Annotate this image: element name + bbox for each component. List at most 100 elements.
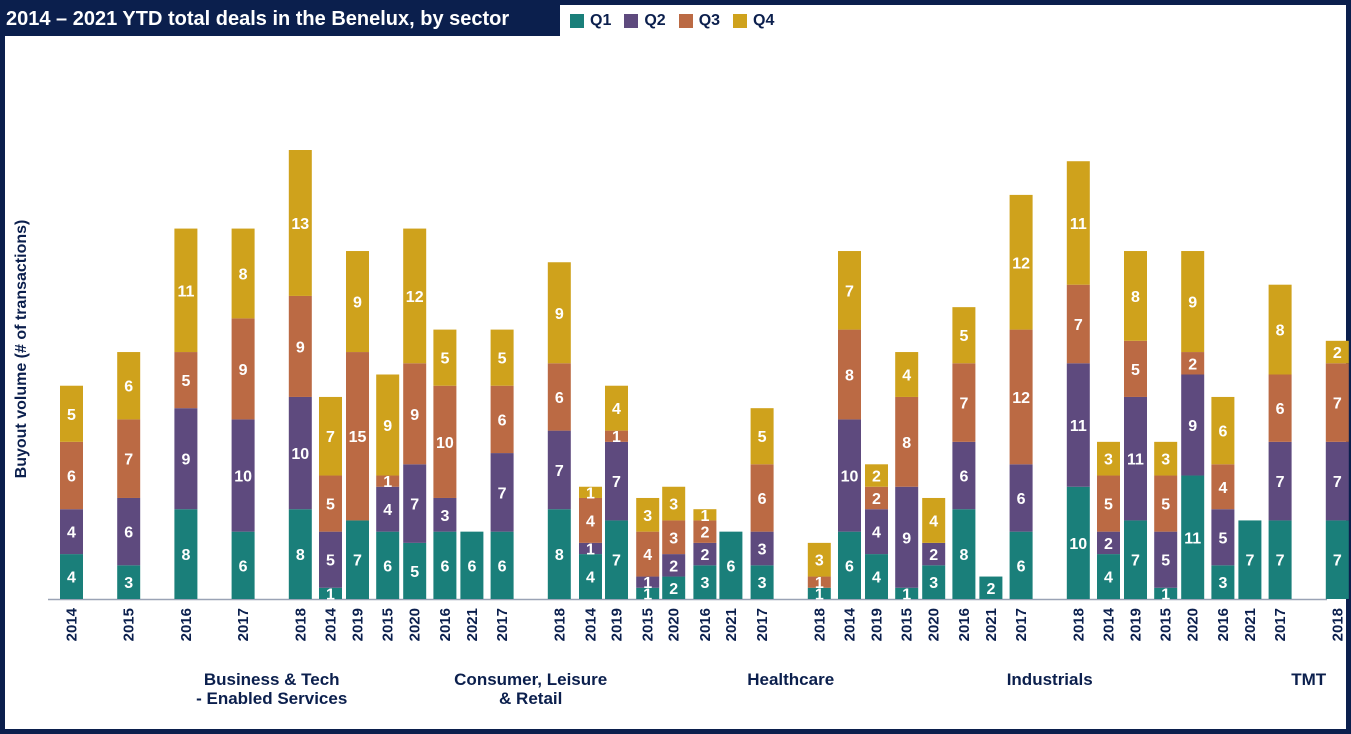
bar-value-label: 1 (586, 485, 595, 502)
bar-value-label: 4 (67, 525, 76, 542)
bar-segment-q1 (288, 509, 312, 599)
bar-value-label: 3 (929, 575, 938, 592)
bar-segment-q3 (231, 318, 255, 420)
bar-value-label: 3 (1161, 452, 1170, 469)
bar-value-label: 1 (383, 474, 392, 491)
bar-value-label: 2 (700, 525, 709, 542)
bar-segment-q4 (288, 150, 312, 296)
legend-item-q3: Q3 (678, 12, 720, 30)
bar-segment-q1 (231, 531, 255, 599)
bar-value-label: 5 (410, 564, 419, 581)
bar-value-label: 1 (612, 429, 621, 446)
bar-value-label: 10 (234, 469, 252, 486)
legend: Q1 Q2 Q3 Q4 (570, 10, 787, 32)
bar-segment-q1 (1211, 565, 1235, 599)
bar-value-label: 1 (902, 586, 911, 603)
bar-segment-q1 (1181, 475, 1205, 599)
bar-value-label: 6 (124, 379, 133, 396)
bar-value-label: 7 (612, 553, 621, 570)
bar-segment-q4 (403, 228, 427, 364)
bar-segment-q3 (1066, 284, 1090, 364)
bar-segment-q1 (1238, 520, 1262, 599)
bar-segment-q2 (952, 441, 976, 510)
legend-swatch-q1 (570, 14, 584, 28)
bar-value-label: 5 (1161, 553, 1170, 570)
bar-segment-q2 (838, 419, 861, 532)
bar-value-label: 9 (181, 452, 190, 469)
bar-segment-q2 (174, 408, 198, 510)
bar-segment-q4 (605, 385, 628, 431)
year-tick-label: 2014 (64, 607, 81, 641)
bar-segment-q2 (1097, 531, 1120, 555)
bar-segment-q3 (433, 385, 457, 498)
bar-value-label: 7 (555, 463, 564, 480)
bar-segment-q2 (605, 441, 628, 521)
year-tick-label: 2020 (407, 608, 424, 641)
bar-segment-q3 (1154, 475, 1178, 532)
year-tick-label: 2018 (811, 608, 828, 641)
bar-value-label: 2 (669, 558, 678, 575)
bar-segment-q1 (1154, 587, 1178, 599)
bar-value-label: 5 (326, 497, 335, 514)
bar-segment-q4 (1181, 251, 1205, 353)
bar-segment-q3 (636, 531, 660, 577)
bar-segment-q4 (433, 329, 457, 386)
bar-value-label: 1 (1161, 586, 1170, 603)
bar-segment-q1 (547, 509, 571, 599)
bar-segment-q2 (490, 453, 514, 532)
bar-segment-q2 (1009, 464, 1033, 532)
bar-value-label: 5 (440, 351, 449, 368)
bar-segment-q2 (288, 396, 312, 510)
bar-value-label: 6 (845, 558, 854, 575)
bar-segment-q1 (60, 554, 83, 599)
bar-segment-q1 (838, 531, 861, 599)
legend-swatch-q3 (678, 14, 693, 28)
bar-value-label: 3 (669, 497, 678, 514)
bar-segment-q1 (605, 520, 628, 599)
year-tick-label: 2021 (983, 608, 1000, 641)
bar-value-label: 8 (902, 435, 911, 452)
bar-value-label: 8 (181, 547, 190, 564)
legend-item-q4: Q4 (733, 12, 774, 30)
legend-item-q1: Q1 (570, 12, 611, 30)
bar-segment-q3 (117, 419, 141, 498)
bar-value-label: 3 (1104, 452, 1113, 469)
bar-segment-q3 (403, 363, 427, 465)
year-tick-label: 2015 (640, 608, 657, 641)
sector-label: Healthcare (747, 670, 834, 689)
bar-value-label: 4 (929, 513, 938, 530)
bar-value-label: 9 (239, 362, 248, 379)
bar-value-label: 9 (410, 407, 419, 424)
year-tick-label: 2020 (926, 608, 943, 641)
bar-value-label: 7 (124, 452, 133, 469)
bar-value-label: 4 (643, 547, 652, 564)
bar-value-label: 11 (177, 283, 194, 300)
year-tick-label: 2015 (899, 608, 916, 641)
year-tick-label: 2017 (754, 608, 771, 641)
bar-segment-q3 (895, 396, 919, 487)
year-tick-label: 2020 (1185, 608, 1202, 641)
bar-value-label: 9 (1188, 295, 1197, 312)
bar-value-label: 7 (1131, 553, 1140, 570)
bar-value-label: 4 (872, 525, 881, 542)
bar-segment-q3 (865, 486, 888, 510)
bar-segment-q2 (433, 497, 457, 532)
bar-segment-q2 (547, 430, 571, 510)
bar-value-label: 8 (296, 547, 305, 564)
bar-value-label: 5 (498, 351, 507, 368)
year-tick-label: 2018 (292, 608, 309, 641)
bar-segment-q4 (1066, 161, 1090, 285)
bar-value-label: 6 (758, 491, 767, 508)
bar-segment-q1 (750, 565, 774, 599)
bar-value-label: 4 (586, 570, 595, 587)
bar-value-label: 4 (612, 401, 621, 418)
year-tick-label: 2021 (723, 608, 740, 641)
year-tick-label: 2021 (464, 608, 481, 641)
year-tick-label: 2014 (842, 607, 859, 641)
bar-value-label: 9 (555, 306, 564, 323)
bar-segment-q3 (60, 441, 83, 510)
year-tick-label: 2017 (1272, 608, 1289, 641)
bar-value-label: 12 (406, 289, 424, 306)
bar-segment-q3 (1181, 352, 1205, 375)
bar-segment-q4 (174, 228, 198, 353)
